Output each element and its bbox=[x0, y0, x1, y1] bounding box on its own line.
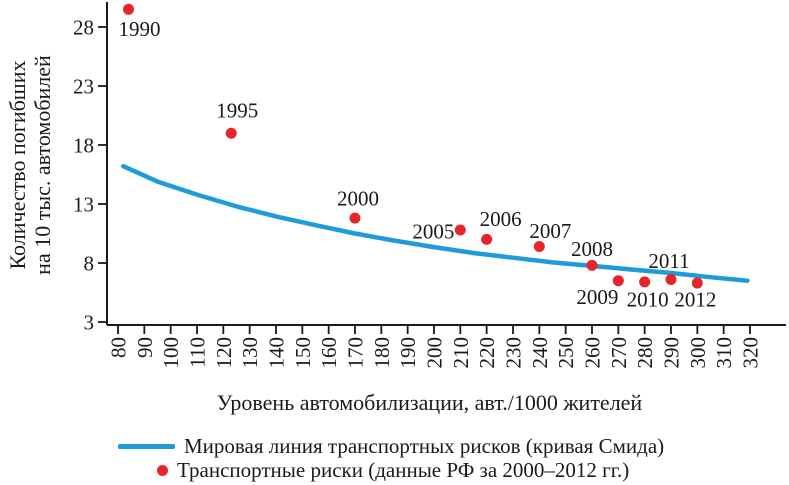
legend-item-rf-data: Транспортные риски (данные РФ за 2000–20… bbox=[157, 458, 629, 483]
x-tick-label: 110 bbox=[185, 337, 209, 368]
data-point-dot-1990 bbox=[123, 3, 135, 15]
x-tick-label: 250 bbox=[554, 337, 578, 369]
smeed-curve bbox=[121, 163, 750, 283]
y-axis-title: Количество погибших на 10 тыс. автомобил… bbox=[5, 15, 55, 315]
y-tick-label: 3 bbox=[84, 311, 95, 335]
y-tick-label: 18 bbox=[73, 134, 94, 158]
x-tick-label: 260 bbox=[580, 337, 604, 369]
legend-dot-swatch bbox=[157, 465, 168, 476]
data-point-dot-2007 bbox=[533, 240, 545, 252]
y-axis-title-line1: Количество погибших bbox=[5, 60, 30, 270]
data-point-year-label: 2008 bbox=[571, 237, 613, 261]
data-point-dot-2008 bbox=[586, 259, 598, 271]
legend-item-smeed-curve: Мировая линия транспортных рисков (крива… bbox=[118, 434, 664, 459]
data-point-dot-2000 bbox=[349, 212, 361, 224]
y-tick-label: 13 bbox=[73, 193, 94, 217]
x-tick-label: 310 bbox=[712, 337, 736, 369]
data-point-dot-2005 bbox=[454, 224, 466, 236]
x-tick-label: 140 bbox=[264, 337, 288, 369]
x-tick-label: 160 bbox=[317, 337, 341, 369]
x-axis-title: Уровень автомобилизации, авт./1000 жител… bbox=[216, 390, 643, 415]
x-tick-label: 210 bbox=[449, 337, 473, 369]
x-tick-label: 280 bbox=[633, 337, 657, 369]
legend-line-swatch bbox=[118, 444, 175, 449]
x-tick-label: 180 bbox=[370, 337, 394, 369]
x-tick-label: 290 bbox=[659, 337, 683, 369]
data-point-dot-2012 bbox=[691, 277, 703, 289]
x-tick-label: 230 bbox=[501, 337, 525, 369]
x-tick-label: 200 bbox=[422, 337, 446, 369]
data-point-dot-1995 bbox=[225, 127, 237, 139]
y-axis-title-line2: на 10 тыс. автомобилей bbox=[30, 55, 55, 275]
data-point-year-label: 2009 bbox=[576, 285, 618, 309]
data-point-year-label: 2005 bbox=[412, 219, 454, 243]
x-tick-label: 100 bbox=[159, 337, 183, 369]
data-point-year-label: 2007 bbox=[529, 219, 571, 243]
data-point-year-label: 2012 bbox=[674, 288, 716, 312]
data-point-dot-2006 bbox=[481, 233, 493, 245]
x-tick-label: 170 bbox=[343, 337, 367, 369]
data-point-year-label: 2010 bbox=[627, 287, 669, 311]
x-tick-label: 270 bbox=[607, 337, 631, 369]
y-tick-label: 23 bbox=[73, 75, 94, 99]
x-tick-label: 130 bbox=[238, 337, 262, 369]
x-tick-label: 300 bbox=[686, 337, 710, 369]
x-tick-label: 120 bbox=[212, 337, 236, 369]
x-tick-label: 90 bbox=[133, 337, 157, 358]
x-tick-label: 80 bbox=[107, 337, 131, 358]
y-tick-label: 8 bbox=[84, 252, 95, 276]
y-tick-label: 28 bbox=[73, 16, 94, 40]
data-point-year-label: 2006 bbox=[480, 207, 522, 231]
x-tick-label: 150 bbox=[291, 337, 315, 369]
x-tick-label: 320 bbox=[738, 337, 762, 369]
legend-label-rf-data: Транспортные риски (данные РФ за 2000–20… bbox=[177, 458, 630, 482]
x-tick-label: 240 bbox=[528, 337, 552, 369]
legend-label-smeed-curve: Мировая линия транспортных рисков (крива… bbox=[184, 434, 665, 458]
x-tick-label: 220 bbox=[475, 337, 499, 369]
data-point-dot-2009 bbox=[612, 275, 624, 287]
data-point-year-label: 1990 bbox=[119, 17, 161, 41]
data-point-year-label: 1995 bbox=[216, 99, 258, 123]
data-point-dot-2010 bbox=[639, 276, 651, 288]
data-point-dot-2011 bbox=[665, 274, 677, 286]
x-tick-label: 190 bbox=[396, 337, 420, 369]
data-point-year-label: 2000 bbox=[337, 187, 379, 211]
data-point-year-label: 2011 bbox=[648, 249, 689, 273]
